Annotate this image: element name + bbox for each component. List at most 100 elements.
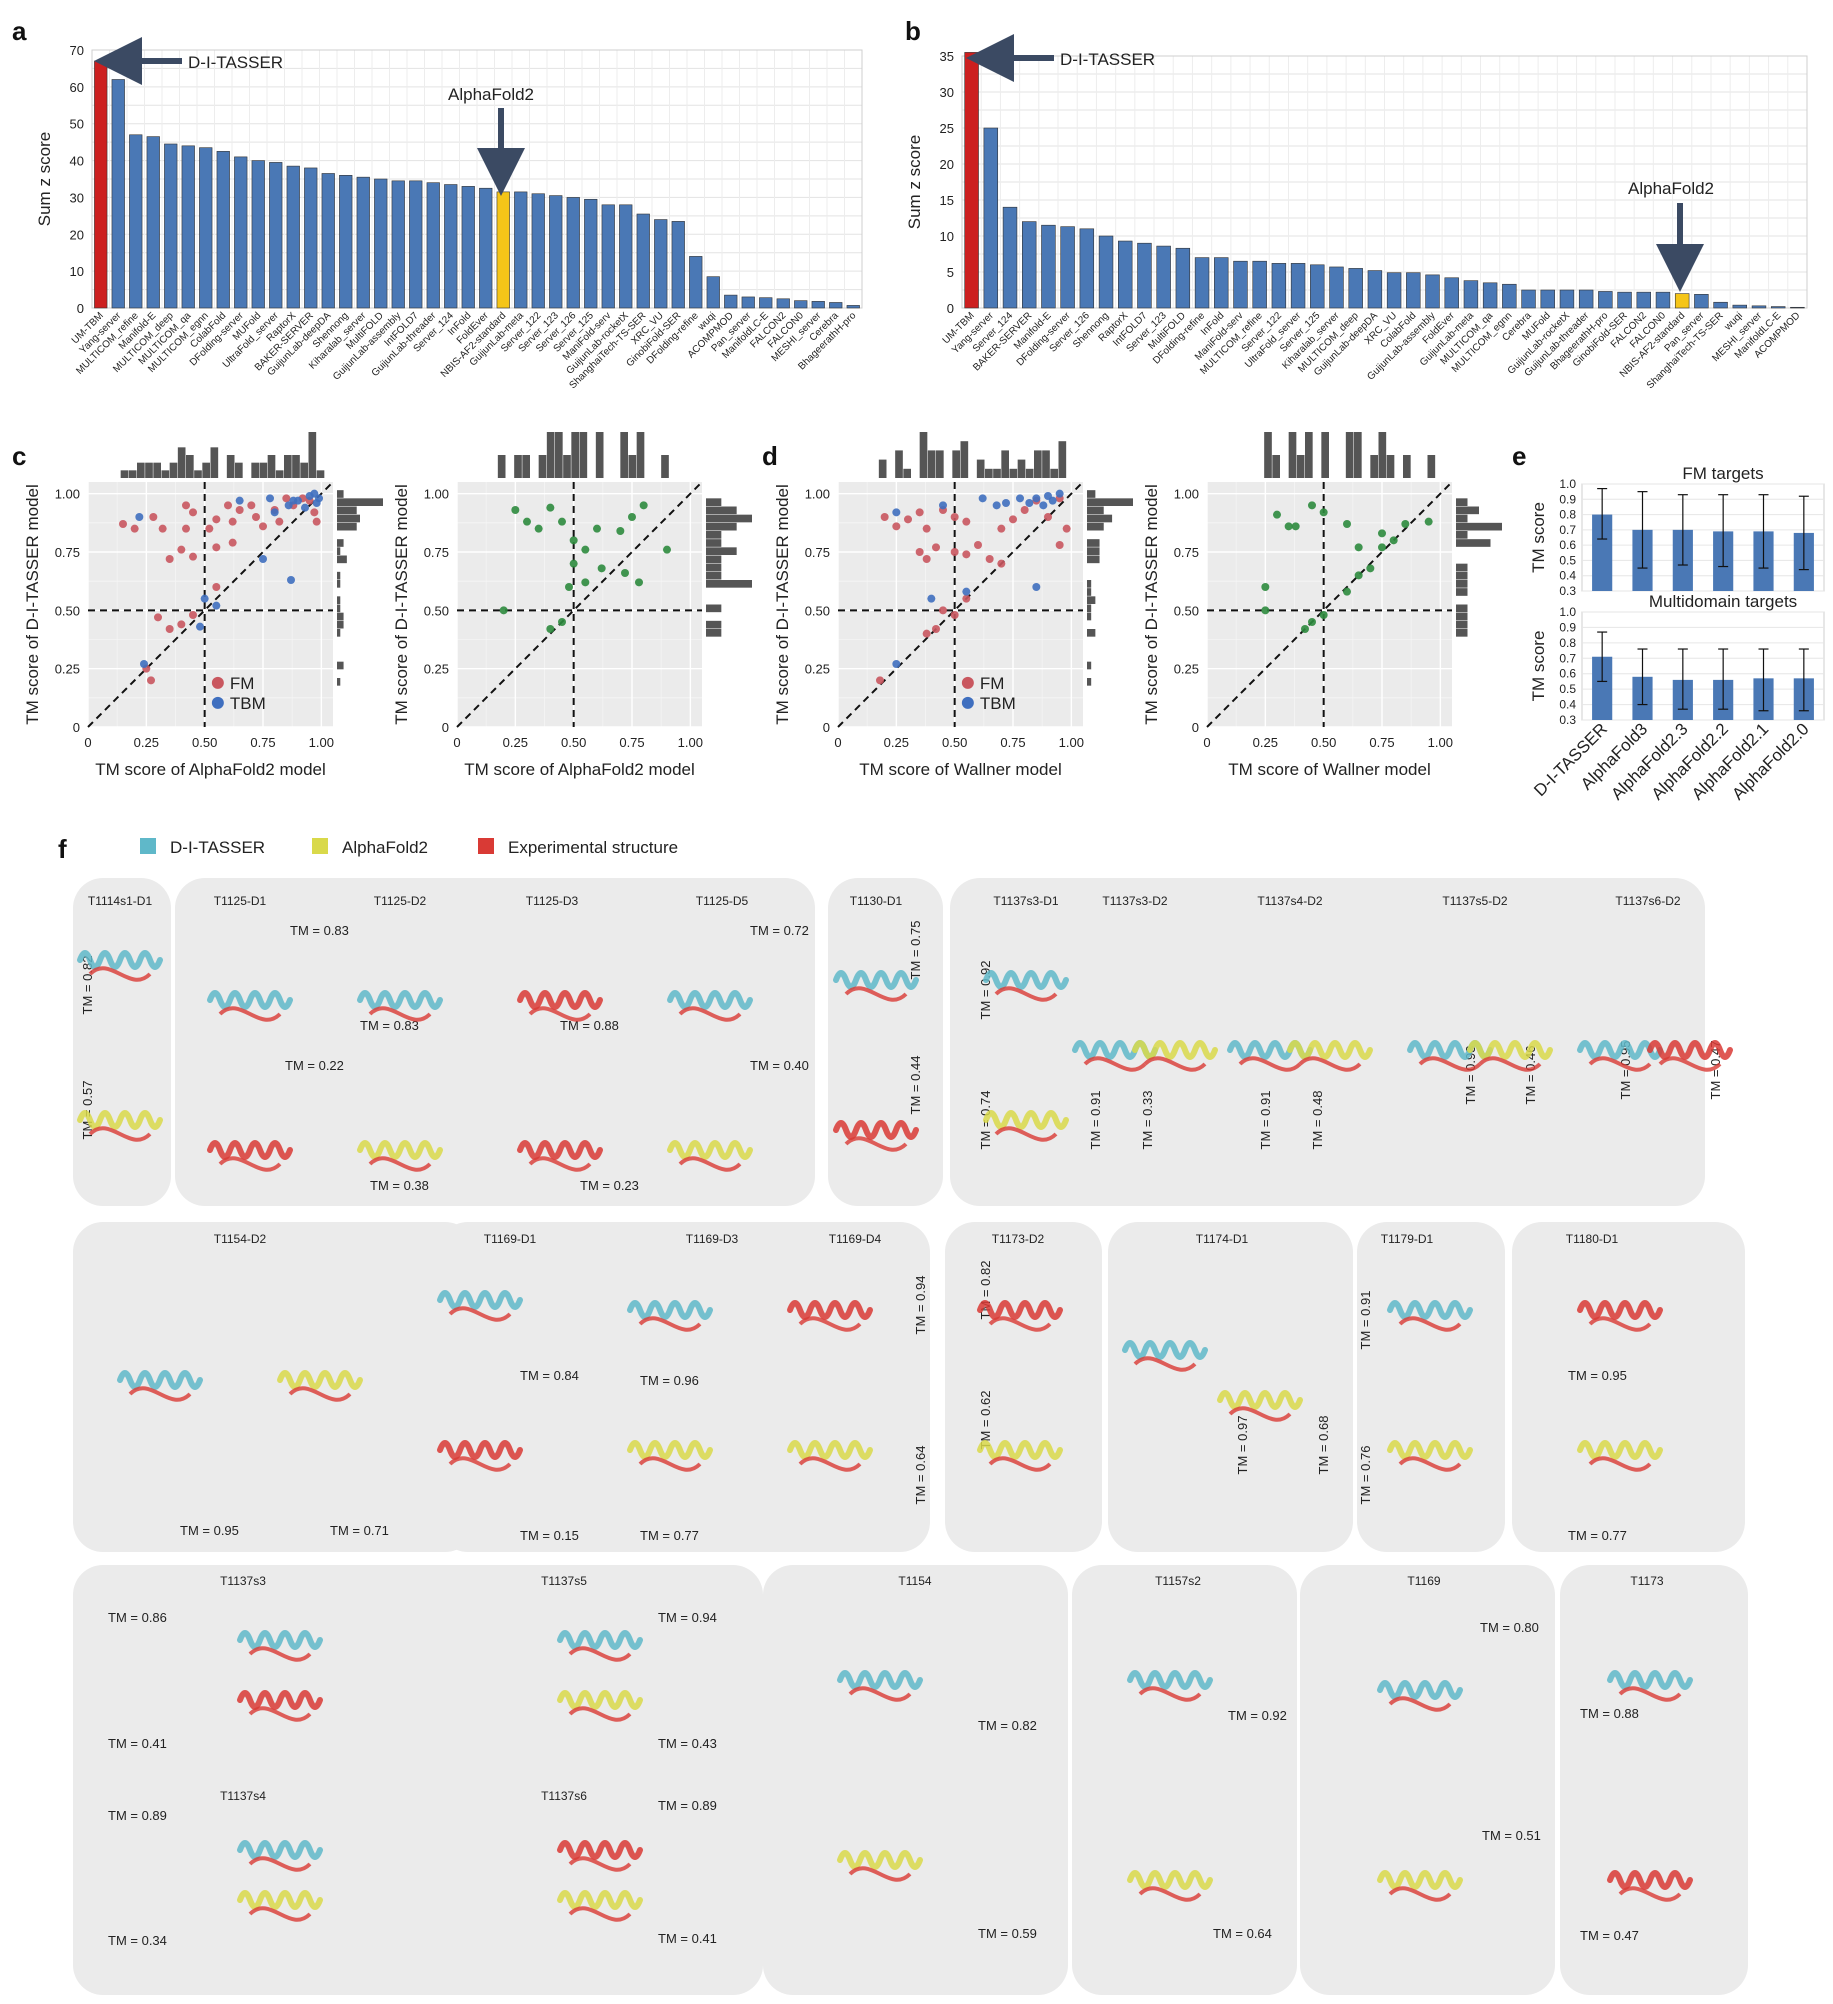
protein-ribbon xyxy=(237,1690,323,1710)
legend-label-fm: FM xyxy=(980,674,1005,693)
y-tick-label: 0.50 xyxy=(55,603,80,618)
tm-score-ditasser: TM = 0.94 xyxy=(658,1610,717,1625)
data-point xyxy=(119,520,127,528)
legend-label-ditasser: D-I-TASSER xyxy=(170,838,265,857)
protein-ribbon-experimental xyxy=(528,1156,592,1172)
structure-item: T1174-D1 TM = 0.97 TM = 0.68 xyxy=(1196,1232,1331,1474)
protein-ribbon-experimental xyxy=(368,1156,432,1172)
y-tick-label: 0.25 xyxy=(424,662,449,677)
structure-panel xyxy=(763,1565,1068,1995)
bar xyxy=(1502,283,1517,309)
protein-ribbon xyxy=(1217,1390,1303,1410)
protein-ribbon-experimental xyxy=(1618,1886,1682,1902)
data-point xyxy=(1261,583,1270,591)
histogram-bar xyxy=(976,459,985,478)
bar xyxy=(1751,305,1767,309)
x-tick-label: 1.00 xyxy=(1428,735,1453,750)
histogram-bar xyxy=(1456,620,1468,629)
histogram-bar xyxy=(706,604,722,613)
protein-ribbon-experimental xyxy=(798,1316,862,1332)
bar xyxy=(1592,656,1613,720)
tm-score-alphafold: TM = 0.51 xyxy=(1482,1828,1541,1843)
data-point xyxy=(978,494,987,503)
protein-ribbon-experimental xyxy=(128,1386,192,1402)
histogram-bar xyxy=(1345,432,1354,478)
x-axis-label: TM score of Wallner model xyxy=(859,760,1061,779)
data-point xyxy=(1424,517,1433,526)
legend-f: D-I-TASSER AlphaFold2 Experimental struc… xyxy=(140,838,678,857)
data-point xyxy=(997,524,1006,533)
bar xyxy=(1770,306,1786,309)
data-point xyxy=(932,625,940,633)
data-point xyxy=(312,517,321,526)
protein-ribbon xyxy=(1467,1040,1553,1060)
histogram-bar xyxy=(936,450,944,478)
x-tick-label: 0.25 xyxy=(134,735,159,750)
tm-score-alphafold: TM = 0.64 xyxy=(1213,1926,1272,1941)
bar xyxy=(1310,264,1325,309)
bar xyxy=(1694,294,1709,309)
y-tick-label: 0.4 xyxy=(1559,698,1576,712)
structure-item: T1169-D4 TM = 0.94 TM = 0.64 xyxy=(829,1232,928,1504)
protein-ribbon-experimental xyxy=(988,1316,1052,1332)
y-tick-label: 0.75 xyxy=(1174,545,1199,560)
protein-ribbon-experimental xyxy=(1138,1886,1202,1902)
data-point xyxy=(962,550,971,559)
data-point xyxy=(892,508,901,517)
tm-score-alphafold: TM = 0.15 xyxy=(520,1528,579,1543)
tm-score-ditasser: TM = 0.96 xyxy=(640,1373,699,1388)
plot-frame xyxy=(1581,611,1825,721)
bar xyxy=(1252,260,1267,309)
tm-score-alphafold: TM = 0.44 xyxy=(908,1056,923,1115)
structure-title: T1137s4-D2 xyxy=(1257,894,1322,908)
histogram-bar xyxy=(337,522,357,531)
chart-title: FM targets xyxy=(1682,464,1763,483)
protein-ribbon xyxy=(517,990,603,1010)
structure-title: T1137s5 xyxy=(541,1574,587,1588)
tm-score-ditasser: TM = 0.75 xyxy=(908,921,923,980)
data-point xyxy=(1389,536,1398,545)
protein-ribbon-experimental xyxy=(568,1706,632,1722)
bar xyxy=(846,305,860,309)
bar xyxy=(1482,282,1498,309)
bar xyxy=(234,156,248,309)
y-tick-label: 60 xyxy=(70,80,84,95)
bar xyxy=(1425,274,1440,309)
data-point xyxy=(1261,606,1270,615)
legend-marker-fm xyxy=(211,676,224,689)
protein-ribbon-experimental xyxy=(848,1686,912,1702)
data-point xyxy=(546,625,555,633)
protein-ribbon xyxy=(1287,1040,1373,1060)
tm-score-alphafold: TM = 0.48 xyxy=(1310,1091,1325,1150)
histogram-bar xyxy=(300,462,308,478)
protein-ribbon xyxy=(1577,1040,1663,1060)
histogram-bar xyxy=(1025,468,1034,478)
structure-item: T1179-D1 TM = 0.91 TM = 0.76 xyxy=(1358,1232,1434,1504)
protein-ribbon-experimental xyxy=(1588,1456,1652,1472)
x-tick-label: 0.75 xyxy=(250,735,275,750)
protein-ribbon xyxy=(1127,1870,1213,1890)
bar xyxy=(496,191,510,309)
histogram-bar xyxy=(259,462,268,478)
protein-ribbon-experimental xyxy=(448,1306,512,1322)
tm-score-ditasser: TM = 0.89 xyxy=(108,1808,167,1823)
protein-ribbon-experimental xyxy=(1083,1056,1147,1072)
protein-ribbon-experimental xyxy=(988,1456,1052,1472)
protein-ribbon-experimental xyxy=(288,1386,352,1402)
data-point xyxy=(950,548,959,556)
annotation-ditasser-a: D-I-TASSER xyxy=(188,53,283,72)
tm-score-ditasser: TM = 0.86 xyxy=(108,1610,167,1625)
histogram-bar xyxy=(1087,539,1100,547)
data-point xyxy=(597,564,606,573)
protein-ribbon-experimental xyxy=(844,1136,908,1152)
y-tick-label: 0.7 xyxy=(1559,523,1576,537)
protein-ribbon-experimental xyxy=(994,1126,1058,1142)
y-axis-label: TM score of D-I-TASSER model xyxy=(773,484,792,725)
tm-score-alphafold: TM = 0.23 xyxy=(580,1178,639,1193)
y-tick-label: 0.9 xyxy=(1559,620,1576,634)
y-tick-label: 1.00 xyxy=(805,487,830,502)
y-tick-label: 1.0 xyxy=(1559,605,1576,619)
data-point xyxy=(247,501,256,510)
histogram-bar xyxy=(1087,522,1104,531)
protein-ribbon-experimental xyxy=(678,1006,742,1022)
